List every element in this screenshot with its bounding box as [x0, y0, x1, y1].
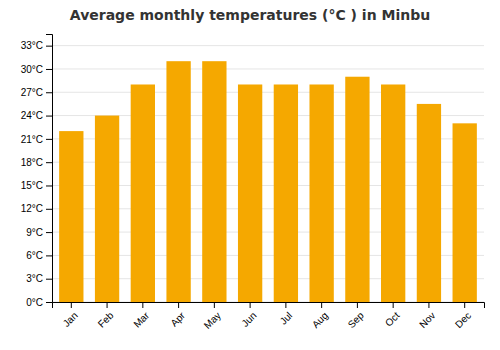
y-tick: 6°C — [26, 250, 52, 261]
y-tick-mark — [46, 92, 52, 93]
chart: 0°C 3°C 6°C 9°C 12°C 15°C 18°C 21°C 24°C 27°C 30°C… — [0, 0, 500, 350]
y-tick-mark — [46, 116, 52, 117]
y-tick: 33°C — [21, 40, 52, 51]
y-tick: 9°C — [26, 227, 52, 238]
x-tick-mark — [250, 302, 251, 308]
x-tick-label: Jan — [61, 310, 80, 329]
x-axis-line — [53, 303, 485, 309]
x-tick: Jan — [61, 302, 80, 329]
x-tick-label: Apr — [168, 309, 187, 328]
x-tick: Dec — [453, 302, 473, 330]
x-tick-mark — [107, 302, 108, 308]
y-tick: 3°C — [26, 273, 52, 284]
bar — [453, 123, 477, 302]
y-tick: 30°C — [21, 64, 52, 75]
bar — [59, 131, 83, 302]
x-tick-mark — [428, 302, 429, 308]
x-tick-mark — [71, 302, 72, 308]
y-tick: 21°C — [21, 134, 52, 145]
y-tick-label: 30°C — [21, 64, 43, 75]
y-tick: 0°C — [26, 297, 52, 308]
x-tick: Jun — [239, 302, 258, 329]
x-tick-mark — [142, 302, 143, 308]
y-tick-label: 27°C — [21, 87, 43, 98]
bar — [345, 77, 369, 302]
y-tick-label: 18°C — [21, 157, 43, 168]
x-tick: Sep — [346, 302, 367, 330]
grid — [52, 46, 484, 302]
bar — [202, 61, 226, 302]
y-tick-label: 6°C — [26, 250, 43, 261]
x-tick-label: Aug — [310, 310, 330, 330]
y-tick-mark — [46, 185, 52, 186]
bar — [274, 84, 298, 302]
y-tick-label: 0°C — [26, 297, 43, 308]
y-tick: 27°C — [21, 87, 52, 98]
x-tick: Mar — [131, 302, 151, 330]
bar — [166, 61, 190, 302]
title: Average monthly temperatures (°C ) in Mi… — [70, 7, 430, 23]
y-tick-label: 15°C — [21, 180, 43, 191]
x-tick-label: Oct — [383, 310, 402, 329]
bar — [238, 84, 262, 302]
x-tick-mark — [393, 302, 394, 308]
x-tick: Aug — [310, 302, 330, 330]
x-tick-label: Nov — [417, 310, 437, 330]
plot: 0°C 3°C 6°C 9°C 12°C 15°C 18°C 21°C 24°C 27°C 30°C… — [21, 35, 485, 331]
y-tick: 18°C — [21, 157, 52, 168]
grid-line — [52, 68, 484, 69]
x-tick-label: Dec — [453, 310, 473, 330]
bar — [309, 84, 333, 302]
x-axis: Jan Feb Mar Apr May Jun Jul Aug Sep Oct Nov Dec — [53, 302, 485, 331]
y-axis-line — [46, 35, 53, 303]
x-tick: Apr — [168, 302, 187, 329]
y-tick: 12°C — [21, 203, 52, 214]
y-tick-label: 3°C — [26, 273, 43, 284]
y-tick-mark — [46, 255, 52, 256]
y-tick-mark — [46, 209, 52, 210]
y-tick-label: 24°C — [21, 110, 43, 121]
x-tick-label: May — [202, 310, 223, 331]
x-tick: Nov — [417, 302, 437, 330]
bar — [131, 84, 155, 302]
x-tick-mark — [285, 302, 286, 308]
y-tick-mark — [46, 279, 52, 280]
x-tick-mark — [321, 302, 322, 308]
y-tick-mark — [46, 139, 52, 140]
x-tick-mark — [464, 302, 465, 308]
x-tick-label: Jul — [278, 310, 295, 327]
x-tick-label: Feb — [96, 309, 116, 329]
y-axis: 0°C 3°C 6°C 9°C 12°C 15°C 18°C 21°C 24°C 27°C 30°C… — [21, 35, 53, 308]
y-tick: 15°C — [21, 180, 52, 191]
y-tick: 24°C — [21, 110, 52, 121]
y-tick-label: 33°C — [21, 40, 43, 51]
x-tick-label: Sep — [346, 309, 367, 330]
x-tick-mark — [178, 302, 179, 308]
y-tick-label: 21°C — [21, 134, 43, 145]
bar — [381, 84, 405, 302]
x-tick-mark — [214, 302, 215, 308]
x-tick-label: Mar — [131, 309, 151, 329]
grid-line — [52, 92, 484, 93]
x-tick: May — [202, 302, 223, 331]
bar — [417, 104, 441, 302]
y-tick-mark — [46, 302, 52, 303]
x-tick-mark — [357, 302, 358, 308]
y-tick-label: 9°C — [26, 227, 43, 238]
y-tick-mark — [46, 232, 52, 233]
y-tick-mark — [46, 46, 52, 47]
x-tick: Feb — [96, 302, 116, 330]
y-tick-label: 12°C — [21, 203, 43, 214]
y-tick-mark — [46, 69, 52, 70]
bars — [59, 61, 477, 302]
x-tick-label: Jun — [239, 310, 258, 329]
bar — [95, 116, 119, 302]
grid-line — [52, 45, 484, 46]
x-tick: Jul — [278, 302, 295, 327]
y-tick-mark — [46, 162, 52, 163]
x-tick: Oct — [383, 302, 402, 329]
